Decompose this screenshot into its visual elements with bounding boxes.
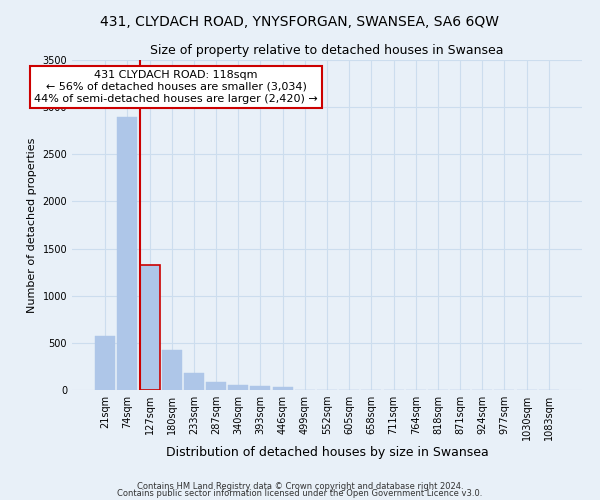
X-axis label: Distribution of detached houses by size in Swansea: Distribution of detached houses by size … bbox=[166, 446, 488, 458]
Bar bbox=[118, 116, 137, 390]
Bar bbox=[228, 385, 248, 390]
Bar bbox=[162, 350, 182, 390]
Bar bbox=[206, 382, 226, 390]
Bar bbox=[184, 372, 204, 390]
Bar bbox=[140, 264, 160, 390]
Text: 431, CLYDACH ROAD, YNYSFORGAN, SWANSEA, SA6 6QW: 431, CLYDACH ROAD, YNYSFORGAN, SWANSEA, … bbox=[101, 15, 499, 29]
Text: Contains HM Land Registry data © Crown copyright and database right 2024.: Contains HM Land Registry data © Crown c… bbox=[137, 482, 463, 491]
Bar bbox=[95, 336, 115, 390]
Bar bbox=[250, 386, 271, 390]
Text: Contains public sector information licensed under the Open Government Licence v3: Contains public sector information licen… bbox=[118, 489, 482, 498]
Bar bbox=[272, 386, 293, 390]
Title: Size of property relative to detached houses in Swansea: Size of property relative to detached ho… bbox=[150, 44, 504, 58]
Y-axis label: Number of detached properties: Number of detached properties bbox=[27, 138, 37, 312]
Text: 431 CLYDACH ROAD: 118sqm
← 56% of detached houses are smaller (3,034)
44% of sem: 431 CLYDACH ROAD: 118sqm ← 56% of detach… bbox=[34, 70, 318, 104]
